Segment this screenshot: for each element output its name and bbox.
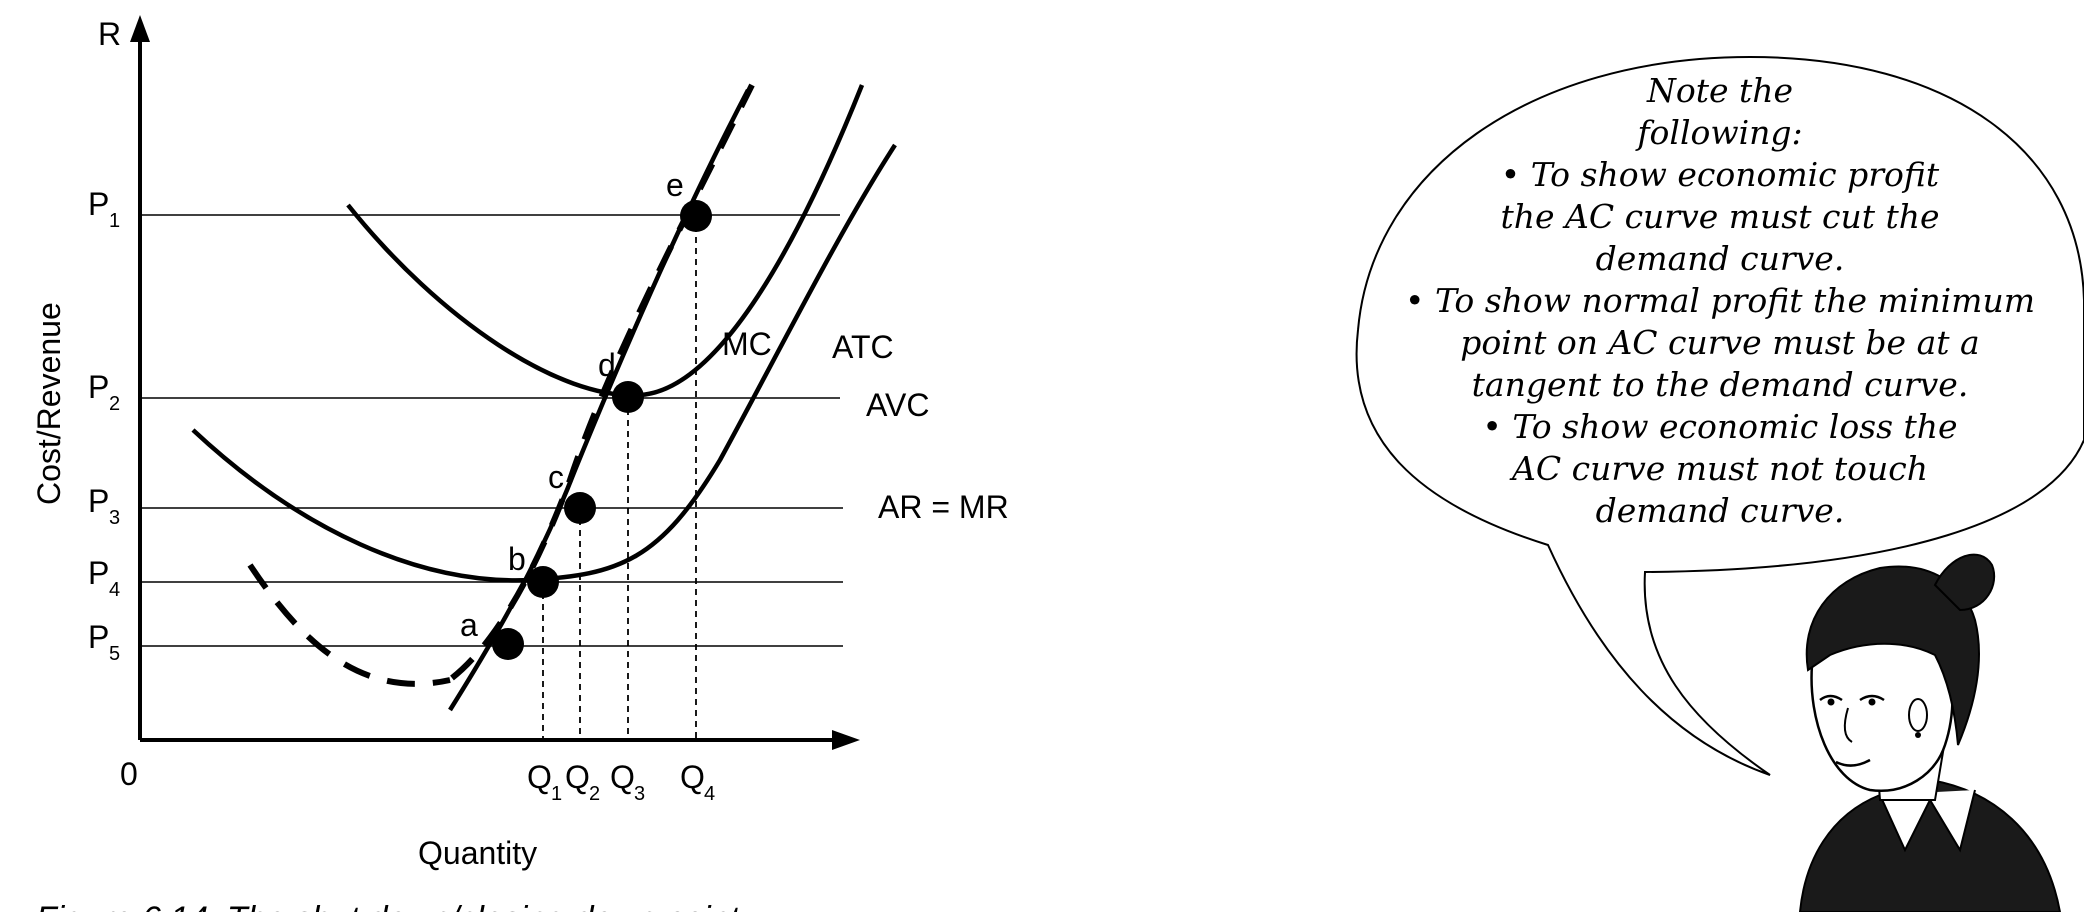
- svg-text:P: P: [88, 186, 109, 222]
- price-label-p2: P 2: [88, 369, 120, 415]
- note-line-10: AC curve must not touch: [1509, 449, 1928, 488]
- y-axis-arrow: [130, 15, 150, 42]
- point-label-b: b: [508, 541, 526, 577]
- point-a: [492, 628, 524, 660]
- ar-mr-label: AR = MR: [878, 489, 1009, 525]
- svg-text:1: 1: [551, 783, 562, 805]
- point-label-c: c: [548, 459, 564, 495]
- note-line-5: demand curve.: [1596, 239, 1845, 278]
- note-line-8: tangent to the demand curve.: [1472, 365, 1969, 404]
- svg-text:P: P: [88, 619, 109, 655]
- svg-text:Q: Q: [680, 759, 705, 795]
- note-line-1: Note the: [1646, 71, 1793, 110]
- svg-text:P: P: [88, 483, 109, 519]
- point-c: [564, 492, 596, 524]
- quantity-label-q1: Q 1: [527, 759, 562, 805]
- price-label-p1: P 1: [88, 186, 120, 232]
- figure-caption: Figure 6.14: The shut down/closing down …: [36, 900, 741, 912]
- quantity-label-q3: Q 3: [610, 759, 645, 805]
- note-line-7: point on AC curve must be at a: [1460, 323, 1979, 362]
- point-e: [680, 200, 712, 232]
- svg-text:1: 1: [109, 210, 120, 232]
- mc-label: MC: [722, 326, 772, 362]
- quantity-label-q2: Q 2: [565, 759, 600, 805]
- student-illustration: [1798, 553, 2062, 912]
- y-axis-label: Cost/Revenue: [31, 302, 67, 505]
- avc-curve: [191, 143, 897, 583]
- note-line-6: • To show normal profit the minimum: [1405, 281, 2035, 320]
- svg-text:3: 3: [109, 507, 120, 529]
- mc-curve: [448, 88, 750, 712]
- svg-text:Q: Q: [527, 759, 552, 795]
- speech-bubble: [1355, 55, 2084, 776]
- svg-text:2: 2: [109, 393, 120, 415]
- svg-text:5: 5: [109, 643, 120, 665]
- note-line-9: • To show economic loss the: [1482, 407, 1957, 446]
- svg-text:P: P: [88, 369, 109, 405]
- svg-text:2: 2: [589, 783, 600, 805]
- speech-bubble-text: Note the following: • To show economic p…: [1405, 71, 2035, 530]
- point-label-e: e: [666, 167, 684, 203]
- note-line-4: the AC curve must cut the: [1500, 197, 1939, 236]
- point-b: [527, 566, 559, 598]
- atc-label: ATC: [832, 329, 894, 365]
- x-axis-label: Quantity: [418, 835, 537, 871]
- note-line-2: following:: [1634, 113, 1802, 152]
- x-axis-arrow: [832, 730, 860, 750]
- point-label-a: a: [460, 607, 478, 643]
- svg-text:3: 3: [634, 783, 645, 805]
- svg-text:4: 4: [109, 579, 120, 601]
- svg-text:Q: Q: [565, 759, 590, 795]
- price-label-p5: P 5: [88, 619, 120, 665]
- note-line-3: • To show economic profit: [1501, 155, 1940, 194]
- svg-text:4: 4: [704, 783, 715, 805]
- y-axis-top-label: R: [98, 16, 121, 52]
- price-label-p4: P 4: [88, 555, 120, 601]
- note-line-11: demand curve.: [1596, 491, 1845, 530]
- svg-text:P: P: [88, 555, 109, 591]
- origin-label: 0: [120, 756, 138, 792]
- quantity-label-q4: Q 4: [680, 759, 715, 805]
- price-label-p3: P 3: [88, 483, 120, 529]
- avc-label: AVC: [866, 387, 929, 423]
- point-d: [612, 381, 644, 413]
- point-label-d: d: [598, 347, 616, 383]
- svg-text:Q: Q: [610, 759, 635, 795]
